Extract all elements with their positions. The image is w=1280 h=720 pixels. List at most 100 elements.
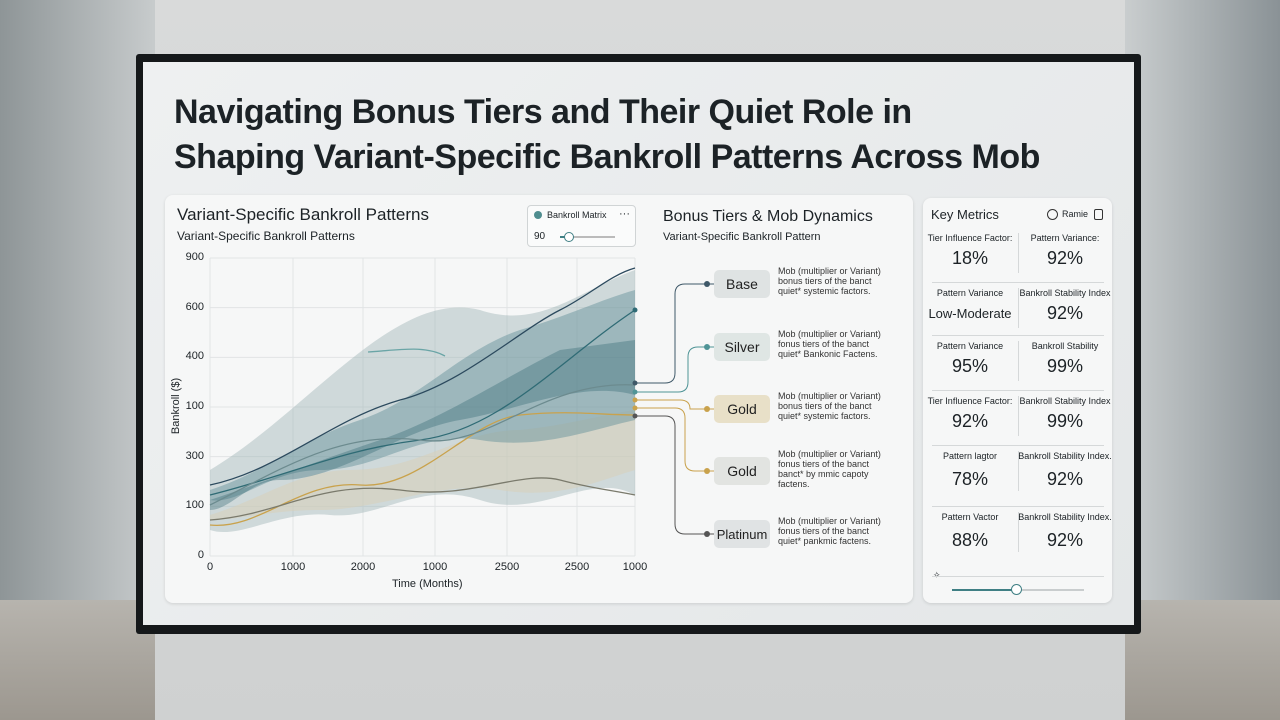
control-icon[interactable] [1047,209,1058,220]
connector [635,399,714,410]
tier-description: fonus tiers of the banct [778,459,870,469]
x-tick-label: 2500 [494,561,520,573]
y-tick-label: 0 [197,549,204,561]
connector [635,346,714,393]
metric-label: Bankroll Stability Index. [1018,451,1112,461]
line [209,267,636,486]
line [209,477,636,521]
legend-slider-knob[interactable] [564,232,574,242]
connector-dot [632,380,638,386]
metric-label: Pattern Variance [936,341,1004,351]
tier-description: factens. [778,479,810,489]
tier-description: fonus tiers of the banct [778,339,870,349]
line-end-dot [632,307,638,313]
metric-value: 95% [951,356,989,376]
metric-label: Pattern lagtor [942,451,998,461]
x-tick-label: 2500 [564,561,590,573]
tier-description: banct* by mmic capoty [778,469,869,479]
connector-dot [632,397,638,403]
divider [932,576,1104,577]
legend-value: 90 [534,231,546,242]
tiers-subtitle: Variant-Specific Bankroll Pattern [663,231,821,243]
line [209,384,636,506]
x-tick-label: 0 [206,561,214,573]
connector [635,415,714,535]
pill-dot [704,468,710,474]
metric-label: Pattern Variance [936,288,1004,298]
y-tick-label: 100 [185,499,204,512]
slider-knob[interactable] [1011,584,1022,595]
tiers-title: Bonus Tiers & Mob Dynamics [663,208,873,225]
chart-panel [165,195,913,603]
slider-fill [952,589,1015,591]
pill-dot [704,344,710,350]
tier-description: quiet* systemic factors. [778,286,871,296]
legend-slider[interactable] [560,236,615,238]
metric-value: 99% [1046,356,1084,376]
legend-dot [534,211,542,219]
tier-pill[interactable]: Base [714,270,770,298]
connector [635,283,714,384]
band [210,410,635,520]
metric-label: Bankroll Stability Index [1019,288,1111,298]
metric-label: Pattern Vactor [941,512,999,522]
y-tick-label: 100 [185,400,204,412]
divider [1018,288,1019,328]
connector [635,407,714,472]
tier-description: quiet* Bankonic Factens. [778,349,878,359]
tier-description: Mob (multiplier or Variant) [778,266,881,276]
metric-value: 92% [1046,530,1084,550]
legend-box[interactable] [527,205,636,247]
connector-dot [632,413,638,419]
tier-pill[interactable]: Silver [714,333,770,361]
divider [932,335,1104,336]
metric-label: Bankroll Stability Index. [1018,512,1112,522]
pill-dot [704,531,710,537]
y-tick-label: 300 [185,449,204,462]
tier-pill[interactable]: Platinum [714,520,770,548]
metric-value: 18% [951,248,989,268]
tier-pill[interactable]: Gold [714,395,770,423]
tier-pill[interactable]: Gold [714,457,770,485]
tier-description: fonus tiers of the banct [778,526,870,536]
bottom-mark: ✧ [933,570,941,580]
x-tick-label: 2000 [350,561,376,573]
title-line: Navigating Bonus Tiers and Their Quiet R… [174,93,912,131]
metric-label: Tier Influence Factor: [927,233,1013,243]
tier-description: bonus tiers of the banct [778,401,872,411]
metric-value: 78% [951,469,989,489]
x-tick-label: 1000 [622,561,648,573]
divider [1018,233,1019,273]
y-tick-label: 400 [185,350,204,363]
metric-value: 92% [1046,469,1084,489]
divider [1018,341,1019,381]
tier-description: quiet* pankmic factens. [778,536,872,546]
x-tick-label: 1000 [422,561,448,573]
y-tick-label: 600 [185,300,204,313]
metric-value: 99% [1046,411,1084,431]
chart-title: Variant-Specific Bankroll Patterns [177,205,429,224]
divider [932,390,1104,391]
metric-label: Bankroll Stability Index [1019,396,1111,406]
divider [932,506,1104,507]
divider [932,282,1104,283]
pill-dot [704,406,710,412]
band [210,340,635,510]
metrics-control[interactable]: Ramie [1062,209,1089,219]
pill-dot [704,281,710,287]
metric-value: 92% [1046,303,1084,323]
metric-label: Bankroll Stability [1031,341,1099,351]
y-tick-label: 900 [185,251,204,263]
band [210,290,635,501]
tier-description: Mob (multiplier or Variant) [778,391,881,401]
metric-value: 92% [951,411,989,431]
tier-description: bonus tiers of the banct [778,276,872,286]
divider [1018,451,1019,491]
metric-label: Tier Influence Factor: [927,396,1013,406]
control-icon[interactable] [1094,209,1103,220]
metrics-title: Key Metrics [931,207,999,222]
legend-menu[interactable]: ··· [619,208,630,220]
legend-label: Bankroll Matrix [547,210,607,220]
